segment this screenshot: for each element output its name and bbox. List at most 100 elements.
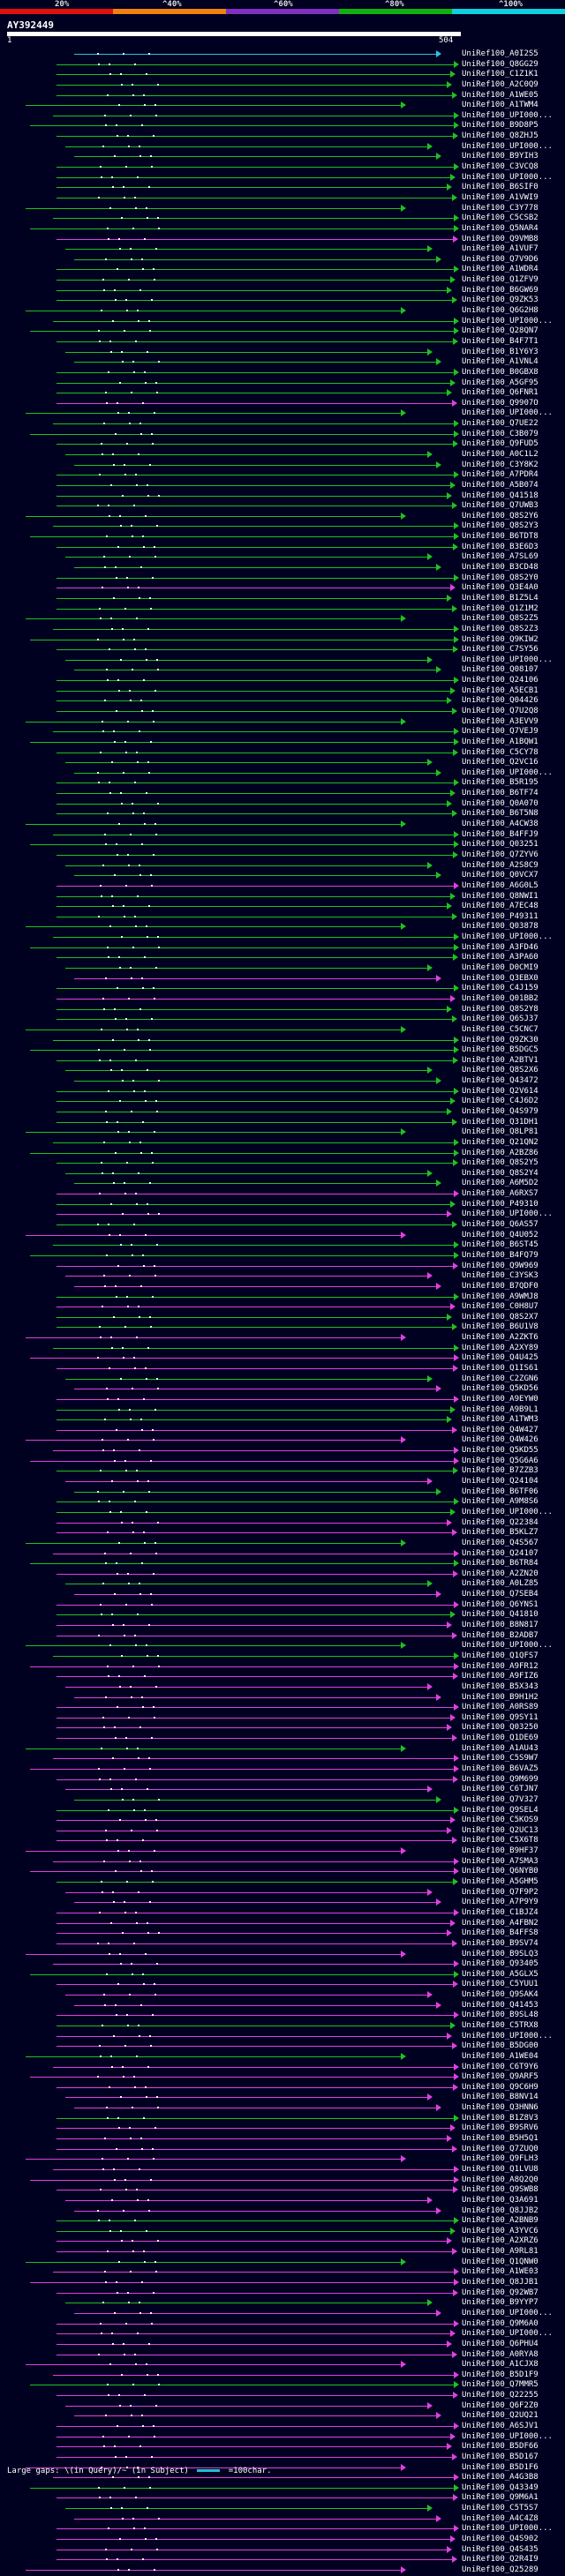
hit-label[interactable]: UniRef100_Q9VMB8 [462,234,539,243]
hit-label[interactable]: UniRef100_Q8JJB1 [462,2278,539,2288]
hit-row[interactable]: UniRef100_B9D8P5 [0,121,565,131]
hit-row[interactable]: UniRef100_A9WMJ8 [0,1292,565,1303]
hit-label[interactable]: UniRef100_B6TF74 [462,789,539,798]
hit-label[interactable]: UniRef100_B4FFJ9 [462,829,539,839]
hit-label[interactable]: UniRef100_A5GHM5 [462,1877,539,1887]
hit-label[interactable]: UniRef100_C3Y778 [462,203,539,213]
hit-row[interactable]: UniRef100_Q1DE69 [0,1734,565,1744]
hit-label[interactable]: UniRef100_A3EVV9 [462,716,539,726]
hit-label[interactable]: UniRef100_B5H5Q1 [462,2134,539,2144]
hit-label[interactable]: UniRef100_Q6G2H8 [462,306,539,316]
hit-row[interactable]: UniRef100_Q03251 [0,840,565,850]
hit-label[interactable]: UniRef100_B4FFS8 [462,1928,539,1938]
hit-row[interactable]: UniRef100_Q8S2Y3 [0,521,565,532]
hit-row[interactable]: UniRef100_Q31DH1 [0,1118,565,1128]
hit-row[interactable]: UniRef100_Q6YNS1 [0,1600,565,1611]
hit-row[interactable]: UniRef100_Q7UWB3 [0,501,565,512]
hit-row[interactable]: UniRef100_Q22255 [0,2391,565,2401]
hit-label[interactable]: UniRef100_UPI000... [462,1507,553,1516]
hit-row[interactable]: UniRef100_Q5KD56 [0,1384,565,1395]
hit-label[interactable]: UniRef100_A6G0L5 [462,880,539,890]
hit-row[interactable]: UniRef100_Q8S2Y5 [0,1158,565,1169]
hit-label[interactable]: UniRef100_Q2VC16 [462,758,539,768]
hit-row[interactable]: UniRef100_A4CW38 [0,820,565,830]
hit-row[interactable]: UniRef100_B3E6D3 [0,543,565,553]
hit-row[interactable]: UniRef100_Q22384 [0,1518,565,1529]
hit-row[interactable]: UniRef100_Q7V9D6 [0,255,565,266]
hit-label[interactable]: UniRef100_Q8S2X6 [462,1066,539,1075]
hit-row[interactable]: UniRef100_C3VCQ8 [0,162,565,173]
hit-label[interactable]: UniRef100_Q9FLH3 [462,2154,539,2164]
hit-label[interactable]: UniRef100_UPI000... [462,768,553,777]
hit-label[interactable]: UniRef100_C5X6T8 [462,1836,539,1846]
hit-row[interactable]: UniRef100_Q8S2Z5 [0,614,565,625]
hit-label[interactable]: UniRef100_UPI000... [462,316,553,326]
hit-label[interactable]: UniRef100_B5X343 [462,1681,539,1691]
hit-label[interactable]: UniRef100_Q8S2Y6 [462,511,539,520]
hit-row[interactable]: UniRef100_Q4S979 [0,1107,565,1118]
hit-label[interactable]: UniRef100_Q2R4I9 [462,2555,539,2565]
hit-row[interactable]: UniRef100_C6T9Y6 [0,2063,565,2073]
hit-row[interactable]: UniRef100_A1WE04 [0,2052,565,2063]
hit-row[interactable]: UniRef100_A2ZKT6 [0,1333,565,1344]
hit-label[interactable]: UniRef100_Q8S2Y5 [462,1158,539,1168]
hit-label[interactable]: UniRef100_B9YIH3 [462,152,539,161]
hit-label[interactable]: UniRef100_Q04426 [462,696,539,706]
hit-row[interactable]: UniRef100_Q8GG29 [0,60,565,71]
hit-row[interactable]: UniRef100_UPI000... [0,1209,565,1220]
hit-label[interactable]: UniRef100_B3CD48 [462,563,539,573]
hit-row[interactable]: UniRef100_Q4W426 [0,1435,565,1446]
hit-row[interactable]: UniRef100_Q1LVU8 [0,2165,565,2175]
hit-label[interactable]: UniRef100_A9FR12 [462,1661,539,1671]
hit-row[interactable]: UniRef100_A1WE05 [0,91,565,101]
hit-label[interactable]: UniRef100_B6TF06 [462,1486,539,1496]
hit-row[interactable]: UniRef100_Q8NWI1 [0,892,565,902]
hit-label[interactable]: UniRef100_A1VNL4 [462,357,539,367]
hit-label[interactable]: UniRef100_Q9SWB8 [462,2185,539,2195]
hit-label[interactable]: UniRef100_Q4U425 [462,1353,539,1363]
hit-label[interactable]: UniRef100_Q2UC13 [462,1825,539,1835]
hit-label[interactable]: UniRef100_B5D1F9 [462,2370,539,2379]
hit-row[interactable]: UniRef100_Q25289 [0,2565,565,2576]
hit-label[interactable]: UniRef100_A5B074 [462,480,539,490]
hit-row[interactable]: UniRef100_Q24107 [0,1549,565,1560]
hit-row[interactable]: UniRef100_Q9SWB8 [0,2185,565,2196]
hit-label[interactable]: UniRef100_A1TWM4 [462,101,539,110]
hit-label[interactable]: UniRef100_Q41453 [462,2000,539,2010]
hit-row[interactable]: UniRef100_UPI000... [0,655,565,666]
hit-row[interactable]: UniRef100_B6TR84 [0,1559,565,1569]
hit-row[interactable]: UniRef100_A2XRZ6 [0,2236,565,2247]
hit-label[interactable]: UniRef100_B5D1F6 [462,2462,539,2472]
hit-row[interactable]: UniRef100_Q9M6A0 [0,2319,565,2330]
hit-row[interactable]: UniRef100_Q6AS57 [0,1220,565,1231]
hit-row[interactable]: UniRef100_Q7UE22 [0,419,565,430]
hit-row[interactable]: UniRef100_C5YUU1 [0,1980,565,1990]
hit-label[interactable]: UniRef100_Q4S435 [462,2544,539,2554]
hit-row[interactable]: UniRef100_Q6NYB0 [0,1867,565,1877]
hit-label[interactable]: UniRef100_B8NV14 [462,2093,539,2102]
hit-row[interactable]: UniRef100_Q24104 [0,1477,565,1487]
hit-row[interactable]: UniRef100_Q3HNN6 [0,2103,565,2114]
hit-row[interactable]: UniRef100_B3CD48 [0,563,565,573]
hit-label[interactable]: UniRef100_A9RL81 [462,2247,539,2257]
hit-row[interactable]: UniRef100_Q2UQ21 [0,2411,565,2422]
hit-row[interactable]: UniRef100_Q2UC13 [0,1826,565,1837]
hit-row[interactable]: UniRef100_A1BQW1 [0,738,565,748]
hit-label[interactable]: UniRef100_Q7MMR5 [462,2380,539,2390]
hit-label[interactable]: UniRef100_B6ST45 [462,1240,539,1250]
hit-row[interactable]: UniRef100_UPI000... [0,2432,565,2443]
hit-row[interactable]: UniRef100_C5S9W7 [0,1754,565,1764]
hit-row[interactable]: UniRef100_D0CMI9 [0,963,565,974]
hit-row[interactable]: UniRef100_B4FFJ9 [0,830,565,841]
hit-label[interactable]: UniRef100_B6U1V8 [462,1322,539,1332]
hit-label[interactable]: UniRef100_A7EC48 [462,902,539,911]
hit-label[interactable]: UniRef100_Q9ZK53 [462,296,539,305]
hit-row[interactable]: UniRef100_A4FBN2 [0,1919,565,1929]
hit-label[interactable]: UniRef100_Q1LVU8 [462,2164,539,2174]
hit-label[interactable]: UniRef100_A9EYW0 [462,1394,539,1404]
hit-label[interactable]: UniRef100_Q22384 [462,1517,539,1527]
hit-label[interactable]: UniRef100_C4J6D2 [462,1097,539,1106]
hit-row[interactable]: UniRef100_A0C1L2 [0,450,565,461]
hit-label[interactable]: UniRef100_Q92WB7 [462,2288,539,2297]
hit-label[interactable]: UniRef100_A8Q2Q0 [462,2175,539,2184]
